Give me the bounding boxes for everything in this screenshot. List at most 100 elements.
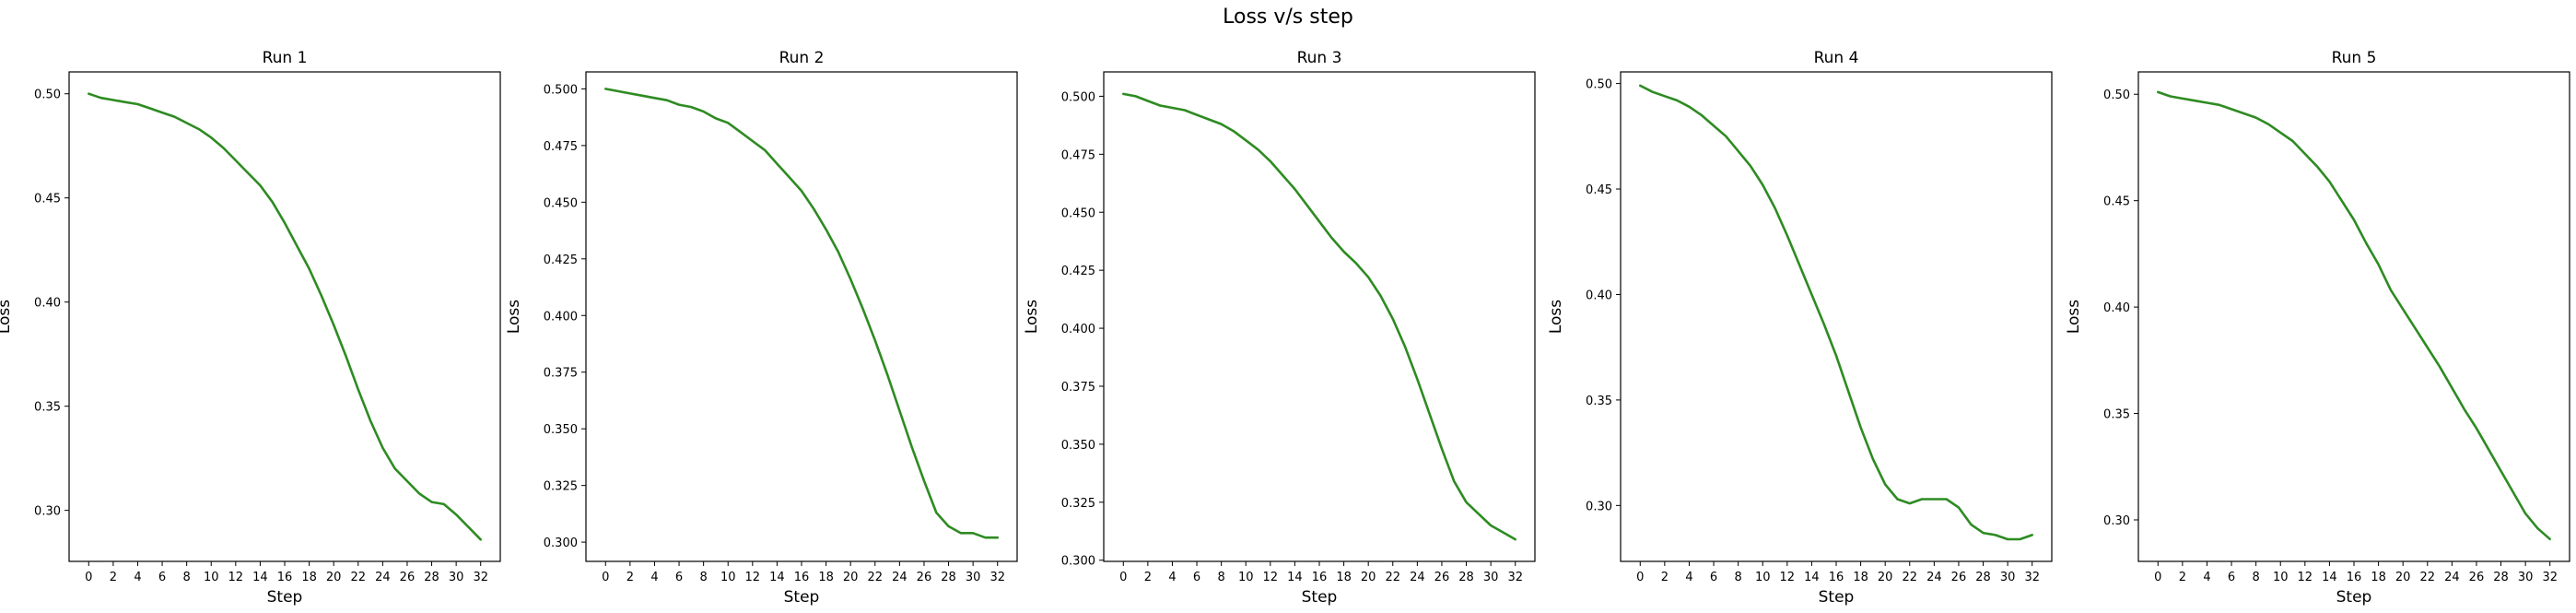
x-tick-label: 6	[2228, 571, 2235, 584]
x-tick-label: 14	[1804, 571, 1820, 584]
x-tick-label: 16	[2347, 571, 2362, 584]
x-tick-label: 20	[2395, 571, 2411, 584]
y-tick-label: 0.300	[544, 536, 578, 550]
x-tick-label: 22	[2419, 571, 2435, 584]
plot-frame-run-2	[585, 71, 1018, 562]
x-tick-label: 24	[1410, 571, 1425, 584]
x-tick-label: 18	[1853, 571, 1868, 584]
x-tick-label: 6	[158, 571, 166, 584]
x-tick-label: 4	[134, 571, 141, 584]
x-tick-label: 28	[2493, 571, 2509, 584]
loss-line-run-3	[1122, 92, 1516, 541]
x-tick-label: 8	[1734, 571, 1741, 584]
x-tick-label: 28	[1975, 571, 1991, 584]
x-tick-label: 30	[966, 571, 981, 584]
y-tick-label: 0.300	[1061, 555, 1095, 569]
x-tick-label: 30	[2000, 571, 2016, 584]
y-tick-label: 0.35	[34, 401, 61, 415]
x-tick-label: 22	[1902, 571, 1917, 584]
x-axis-label: Step	[2336, 588, 2372, 607]
y-tick-label: 0.475	[1061, 148, 1095, 162]
x-tick-label: 0	[1119, 571, 1127, 584]
y-tick-label: 0.45	[2103, 195, 2130, 209]
plot-frame-run-4	[1620, 71, 2053, 562]
x-tick-label: 12	[2298, 571, 2313, 584]
x-tick-label: 30	[1483, 571, 1499, 584]
y-tick-label: 0.35	[1586, 395, 1612, 408]
x-tick-label: 32	[2024, 571, 2040, 584]
y-axis-label: Loss	[1547, 300, 1565, 334]
x-tick-label: 16	[1312, 571, 1328, 584]
x-tick-label: 6	[675, 571, 683, 584]
x-tick-label: 30	[449, 571, 464, 584]
x-tick-label: 2	[1661, 571, 1669, 584]
figure-title: Loss v/s step	[1223, 6, 1353, 29]
y-tick-label: 0.325	[1061, 497, 1095, 511]
x-tick-label: 14	[252, 571, 268, 584]
x-tick-label: 8	[699, 571, 707, 584]
x-tick-label: 32	[473, 571, 488, 584]
x-tick-label: 8	[1217, 571, 1224, 584]
y-tick-label: 0.45	[1586, 183, 1612, 197]
x-tick-label: 4	[1685, 571, 1692, 584]
x-tick-label: 22	[867, 571, 883, 584]
x-tick-label: 10	[1755, 571, 1771, 584]
x-tick-label: 26	[2469, 571, 2485, 584]
plot-frame-run-3	[1103, 71, 1536, 562]
x-tick-label: 24	[2444, 571, 2460, 584]
x-tick-label: 20	[1878, 571, 1893, 584]
subplot-title: Run 4	[1814, 49, 1859, 67]
subplot-title: Run 3	[1297, 49, 1342, 67]
y-tick-label: 0.30	[34, 505, 61, 519]
x-axis-label: Step	[267, 588, 303, 607]
x-tick-label: 22	[1385, 571, 1400, 584]
x-axis-label: Step	[1302, 588, 1338, 607]
x-tick-label: 12	[745, 571, 761, 584]
x-tick-label: 0	[602, 571, 609, 584]
plot-frame-run-1	[68, 71, 501, 562]
y-tick-label: 0.450	[544, 196, 578, 210]
x-tick-label: 18	[2371, 571, 2386, 584]
y-tick-label: 0.30	[2103, 514, 2130, 528]
y-tick-label: 0.375	[1061, 381, 1095, 395]
y-tick-label: 0.45	[34, 193, 61, 206]
x-tick-label: 18	[818, 571, 834, 584]
x-tick-label: 16	[794, 571, 810, 584]
x-tick-label: 22	[350, 571, 366, 584]
y-tick-label: 0.400	[1061, 323, 1095, 336]
x-tick-label: 16	[277, 571, 293, 584]
y-tick-label: 0.475	[544, 140, 578, 154]
y-tick-label: 0.350	[544, 423, 578, 437]
x-tick-label: 26	[400, 571, 416, 584]
x-tick-label: 0	[85, 571, 92, 584]
x-tick-label: 28	[941, 571, 956, 584]
x-tick-label: 18	[301, 571, 317, 584]
x-tick-label: 2	[110, 571, 117, 584]
x-axis-label: Step	[784, 588, 820, 607]
x-tick-label: 14	[769, 571, 785, 584]
x-tick-label: 2	[626, 571, 634, 584]
y-tick-label: 0.375	[544, 367, 578, 381]
y-tick-label: 0.500	[1061, 90, 1095, 104]
x-tick-label: 20	[843, 571, 859, 584]
x-tick-label: 24	[1926, 571, 1942, 584]
y-tick-label: 0.40	[34, 297, 61, 311]
subplot-title: Run 1	[263, 49, 308, 67]
y-tick-label: 0.50	[34, 88, 61, 102]
y-tick-label: 0.35	[2103, 408, 2130, 422]
x-tick-label: 24	[375, 571, 391, 584]
x-tick-label: 26	[1434, 571, 1450, 584]
x-tick-label: 10	[2273, 571, 2289, 584]
loss-line-run-2	[603, 88, 999, 539]
x-tick-label: 10	[720, 571, 736, 584]
x-tick-label: 32	[2542, 571, 2558, 584]
x-tick-label: 32	[1507, 571, 1523, 584]
plot-frame-run-5	[2137, 71, 2570, 562]
x-tick-label: 16	[1829, 571, 1844, 584]
x-tick-label: 2	[2179, 571, 2186, 584]
y-tick-label: 0.400	[544, 310, 578, 324]
loss-line-run-1	[88, 92, 483, 541]
y-tick-label: 0.500	[544, 83, 578, 97]
x-tick-label: 28	[1458, 571, 1474, 584]
